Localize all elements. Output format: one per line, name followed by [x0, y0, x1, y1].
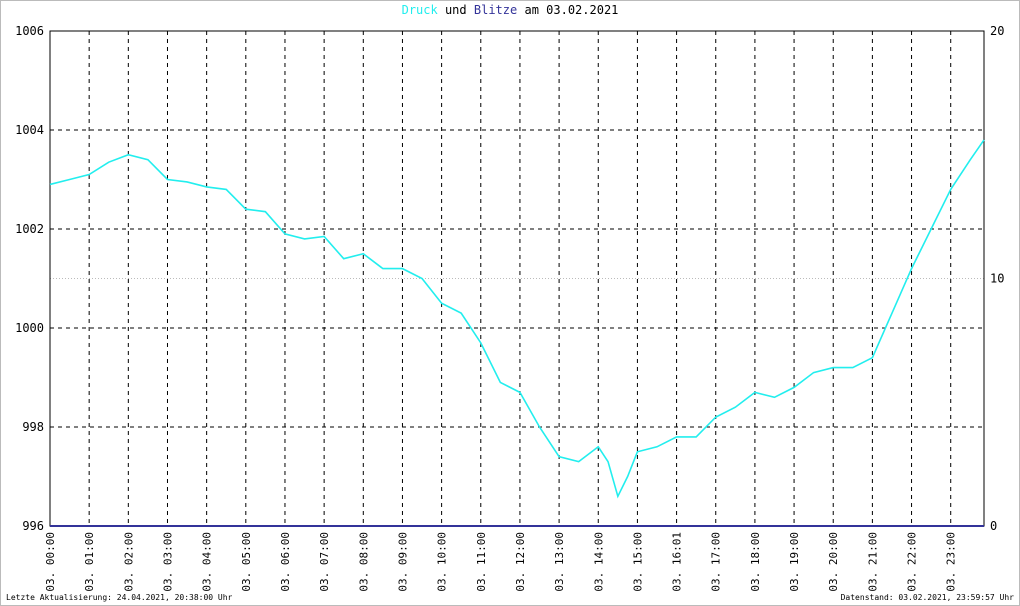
- y2-tick-label: 20: [990, 24, 1004, 38]
- x-tick-label: 03. 07:00: [318, 532, 331, 592]
- y-tick-label: 1000: [15, 321, 44, 335]
- y2-tick-label: 10: [990, 272, 1004, 286]
- y-tick-label: 1004: [15, 123, 44, 137]
- x-tick-label: 03. 11:00: [475, 532, 488, 592]
- x-tick-label: 03. 00:00: [44, 532, 57, 592]
- x-tick-label: 03. 18:00: [749, 532, 762, 592]
- y-tick-label: 998: [22, 420, 44, 434]
- x-tick-label: 03. 21:00: [866, 532, 879, 592]
- footer-right: Datenstand: 03.02.2021, 23:59:57 Uhr: [841, 593, 1015, 602]
- x-tick-label: 03. 22:00: [906, 532, 919, 592]
- x-tick-label: 03. 04:00: [201, 532, 214, 592]
- chart-title: Druck und Blitze am 03.02.2021: [402, 3, 619, 17]
- x-tick-label: 03. 01:00: [83, 532, 96, 592]
- x-tick-label: 03. 19:00: [788, 532, 801, 592]
- title-series: Druck: [402, 3, 439, 17]
- x-tick-label: 03. 03:00: [161, 532, 174, 592]
- x-tick-label: 03. 02:00: [122, 532, 135, 592]
- title-series: Blitze: [474, 3, 517, 17]
- footer-left: Letzte Aktualisierung: 24.04.2021, 20:38…: [6, 593, 233, 602]
- y2-tick-label: 0: [990, 519, 997, 533]
- x-tick-label: 03. 16:01: [671, 532, 684, 592]
- y-tick-label: 1002: [15, 222, 44, 236]
- x-tick-label: 03. 10:00: [436, 532, 449, 592]
- x-tick-label: 03. 09:00: [396, 532, 409, 592]
- x-tick-label: 03. 17:00: [710, 532, 723, 592]
- x-tick-label: 03. 05:00: [240, 532, 253, 592]
- x-tick-label: 03. 23:00: [945, 532, 958, 592]
- y-tick-label: 996: [22, 519, 44, 533]
- title-connector: und: [445, 3, 467, 17]
- series-line: [49, 139, 985, 499]
- x-tick-label: 03. 20:00: [827, 532, 840, 592]
- title-date: am 03.02.2021: [524, 3, 618, 17]
- y-tick-label: 1006: [15, 24, 44, 38]
- x-tick-label: 03. 15:00: [631, 532, 644, 592]
- x-tick-label: 03. 06:00: [279, 532, 292, 592]
- x-tick-label: 03. 08:00: [357, 532, 370, 592]
- x-tick-label: 03. 12:00: [514, 532, 527, 592]
- x-tick-label: 03. 14:00: [592, 532, 605, 592]
- x-tick-label: 03. 13:00: [553, 532, 566, 592]
